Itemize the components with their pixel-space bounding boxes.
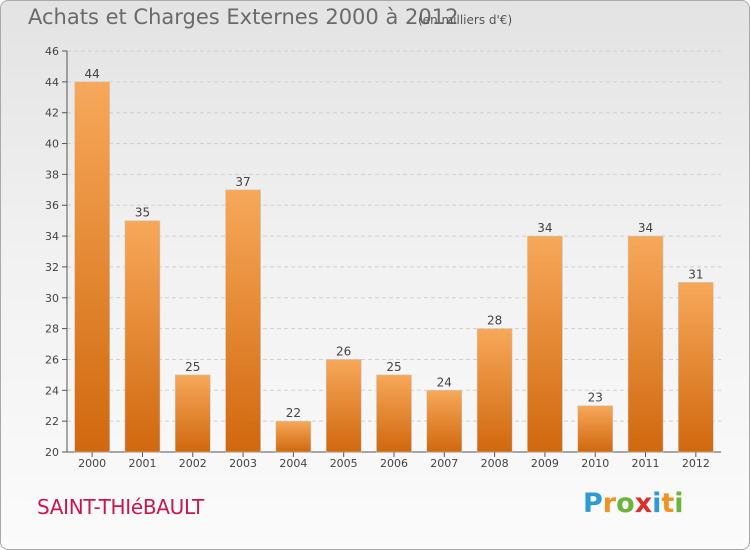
bar [124, 220, 161, 453]
bar-value-label: 34 [638, 221, 653, 235]
x-tick-label: 2008 [481, 457, 509, 470]
y-tick-label: 40 [45, 138, 59, 151]
logo-letter: i [674, 488, 684, 519]
logo-letter: x [634, 488, 653, 519]
proxiti-logo[interactable]: Proxiti [583, 488, 684, 519]
bar [376, 374, 412, 453]
bar-value-label: 25 [386, 360, 401, 374]
x-tick-label: 2009 [531, 457, 559, 470]
x-tick-label: 2004 [279, 457, 307, 470]
y-tick-label: 36 [45, 199, 59, 212]
logo-letter: P [583, 488, 603, 519]
bar-value-label: 35 [135, 206, 150, 220]
bar-value-label: 26 [336, 344, 351, 358]
bar [74, 81, 110, 453]
bar [527, 235, 563, 453]
bar [476, 328, 513, 453]
bar [627, 235, 664, 453]
bar [225, 189, 261, 453]
y-tick-label: 28 [45, 323, 59, 336]
y-tick-label: 34 [45, 230, 59, 243]
x-tick-label: 2006 [380, 457, 408, 470]
bar-value-label: 24 [437, 375, 452, 389]
bar-value-label: 34 [537, 221, 552, 235]
y-tick-label: 24 [45, 384, 59, 397]
x-tick-label: 2000 [78, 457, 106, 470]
bar-value-label: 23 [588, 391, 603, 405]
x-tick-label: 2011 [632, 457, 660, 470]
city-name: SAINT-THIéBAULT [37, 495, 204, 519]
y-tick-label: 38 [45, 168, 59, 181]
y-tick-label: 20 [45, 446, 59, 459]
y-tick-label: 26 [45, 353, 59, 366]
bar-value-label: 44 [85, 67, 100, 81]
x-tick-label: 2010 [581, 457, 609, 470]
logo-letter: t [661, 488, 675, 519]
y-tick-label: 46 [45, 45, 59, 58]
bar [175, 374, 211, 453]
x-tick-label: 2001 [128, 457, 156, 470]
x-tick-label: 2003 [229, 457, 257, 470]
y-tick-label: 44 [45, 76, 59, 89]
bar [275, 420, 312, 453]
logo-letter: r [602, 488, 617, 519]
chart-subtitle: (en milliers d'€) [418, 13, 513, 27]
logo-letter: i [652, 488, 662, 519]
y-tick-label: 22 [45, 415, 59, 428]
bar-value-label: 31 [688, 267, 703, 281]
y-tick-label: 32 [45, 261, 59, 274]
y-tick-label: 30 [45, 292, 59, 305]
x-tick-label: 2012 [682, 457, 710, 470]
bar-value-label: 37 [235, 175, 250, 189]
bar [325, 359, 362, 453]
bar [577, 405, 613, 453]
bar-value-label: 28 [487, 314, 502, 328]
x-tick-label: 2007 [430, 457, 458, 470]
logo-letter: o [616, 488, 635, 519]
x-tick-label: 2005 [330, 457, 358, 470]
bar [678, 282, 714, 453]
bar [426, 390, 463, 453]
y-tick-label: 42 [45, 107, 59, 120]
bar-value-label: 22 [286, 406, 301, 420]
x-tick-label: 2002 [179, 457, 207, 470]
chart-title: Achats et Charges Externes 2000 à 2012 [28, 5, 459, 29]
bar-value-label: 25 [185, 360, 200, 374]
